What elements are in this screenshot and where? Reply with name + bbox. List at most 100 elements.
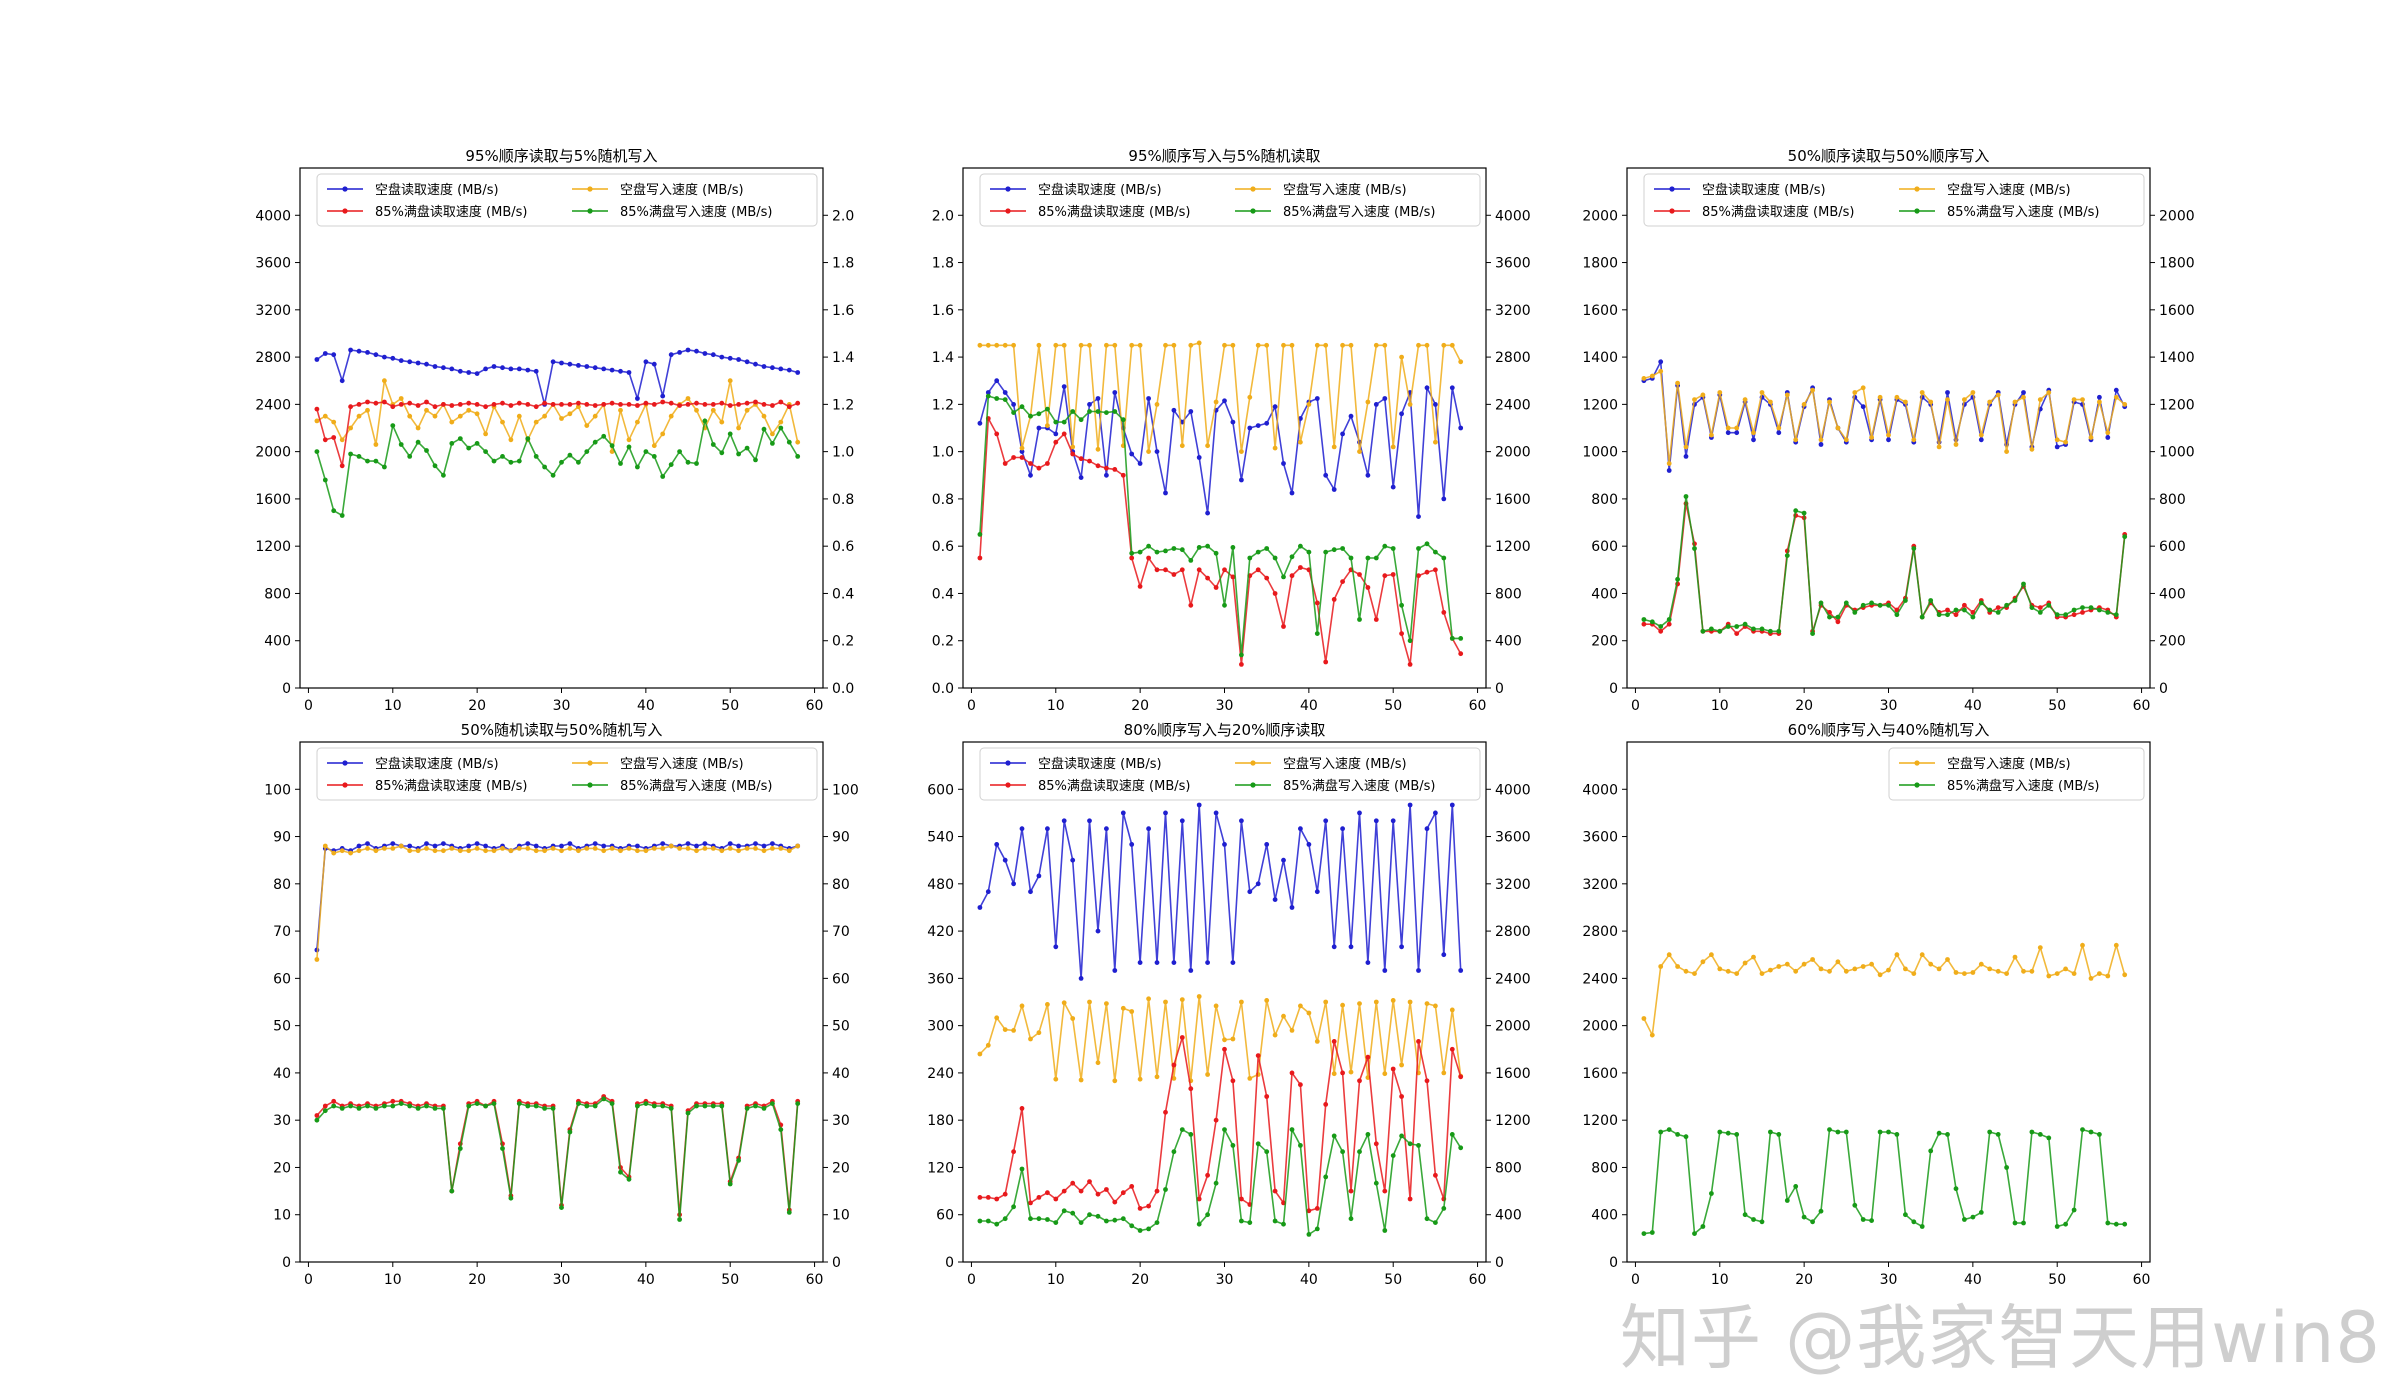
- series-point: [1087, 1212, 1092, 1218]
- y-right-tick-label: 0.8: [832, 492, 854, 508]
- series-point: [373, 400, 379, 406]
- series-point: [753, 399, 758, 405]
- series-point: [407, 400, 413, 406]
- series-point: [753, 361, 758, 367]
- y-left-tick-label: 4000: [1582, 782, 1618, 798]
- series-point: [1970, 1214, 1976, 1220]
- legend: 空盘读取速度 (MB/s) 空盘写入速度 (MB/s) 85%满盘读取速度 (MB/…: [1643, 173, 2145, 227]
- series-point: [516, 458, 522, 464]
- series-point: [441, 365, 446, 371]
- legend: 空盘读取速度 (MB/s) 空盘写入速度 (MB/s) 85%满盘读取速度 (MB/…: [316, 747, 818, 801]
- series-point: [1146, 1226, 1151, 1232]
- legend-label: 85%满盘写入速度 (MB/s): [1283, 778, 1435, 794]
- series-point: [516, 400, 522, 406]
- y-right-tick-label: 40: [832, 1066, 850, 1082]
- series-point: [1962, 971, 1967, 976]
- legend-label: 85%满盘读取速度 (MB/s): [375, 778, 527, 794]
- series-point: [2071, 612, 2077, 618]
- series-point: [1759, 626, 1765, 632]
- series-point: [1281, 1013, 1286, 1019]
- series-point: [1239, 477, 1244, 483]
- series-point: [1272, 897, 1278, 902]
- series-point: [2113, 387, 2119, 393]
- series-point: [1078, 1220, 1084, 1225]
- chart-title: 50%顺序读取与50%顺序写入: [1788, 147, 1990, 165]
- series-point: [2122, 1221, 2128, 1227]
- series-line-2: [316, 844, 799, 960]
- series-point: [466, 407, 472, 413]
- series-point: [2004, 1165, 2009, 1170]
- series-point: [1053, 431, 1059, 437]
- series-point: [1137, 960, 1143, 965]
- series-point: [1649, 619, 1655, 625]
- series-point: [1171, 546, 1177, 551]
- series-point: [373, 1106, 379, 1111]
- series-point: [994, 1196, 1000, 1202]
- series-point: [635, 1103, 640, 1109]
- series-point: [710, 442, 716, 447]
- series-point: [2063, 439, 2069, 445]
- series-point: [618, 848, 623, 854]
- y-right-tick-label: 0.0: [832, 681, 854, 697]
- series-point: [449, 441, 455, 446]
- series-point: [457, 368, 463, 374]
- series-point: [635, 419, 640, 425]
- series-point: [382, 464, 387, 470]
- series-point: [542, 464, 547, 470]
- series-point: [1877, 972, 1883, 978]
- series-point: [1087, 1179, 1092, 1184]
- plot-frame: [1626, 741, 2151, 1263]
- legend-label: 85%满盘读取速度 (MB/s): [375, 204, 527, 220]
- series-point: [2071, 397, 2077, 402]
- series-point: [1978, 432, 1984, 438]
- series-point: [1945, 612, 1950, 618]
- series-point: [2046, 602, 2052, 608]
- series-point: [1433, 549, 1438, 555]
- series-point: [1146, 1203, 1151, 1209]
- series-point: [322, 437, 328, 443]
- series-point: [348, 451, 353, 457]
- series-point: [694, 348, 699, 354]
- series-point: [1331, 944, 1337, 950]
- series-point: [1390, 572, 1396, 577]
- series-point: [500, 419, 505, 425]
- series-point: [778, 425, 784, 431]
- series-point: [1869, 435, 1874, 440]
- series-point: [626, 1176, 632, 1182]
- series-point: [977, 555, 983, 561]
- series-point: [1449, 1132, 1455, 1137]
- series-point: [415, 425, 421, 431]
- series-point: [1154, 1188, 1160, 1194]
- legend-swatch-marker: [1669, 186, 1675, 192]
- legend: 空盘读取速度 (MB/s) 空盘写入速度 (MB/s) 85%满盘读取速度 (MB/…: [979, 747, 1481, 801]
- series-point: [1810, 1219, 1815, 1225]
- series-point: [1323, 472, 1329, 478]
- legend-label: 空盘写入速度 (MB/s): [620, 756, 744, 772]
- y-left-tick-label: 20: [273, 1160, 291, 1176]
- series-point: [1373, 342, 1379, 348]
- series-point: [474, 402, 480, 407]
- series-point: [651, 1103, 657, 1109]
- plot-frame: [299, 741, 824, 1263]
- series-point: [1087, 458, 1092, 464]
- series-point: [1776, 964, 1782, 969]
- series-point: [1213, 1117, 1219, 1123]
- x-tick-label: 10: [1047, 698, 1065, 714]
- series-point: [786, 404, 792, 410]
- y-right-tick-label: 1600: [2159, 303, 2195, 319]
- series-point: [466, 370, 472, 375]
- series-point: [677, 846, 682, 851]
- series-point: [1163, 810, 1168, 816]
- series-point: [1399, 602, 1404, 608]
- series-point: [985, 1042, 991, 1048]
- series-point: [1373, 1180, 1379, 1186]
- series-point: [1045, 1002, 1050, 1007]
- series-point: [1340, 1070, 1345, 1076]
- series-point: [761, 426, 767, 432]
- series-point: [449, 1188, 455, 1194]
- legend-swatch-marker: [1914, 782, 1920, 788]
- series-line-2: [1643, 370, 2126, 464]
- series-point: [1104, 472, 1109, 478]
- series-point: [702, 841, 708, 846]
- series-point: [635, 843, 640, 849]
